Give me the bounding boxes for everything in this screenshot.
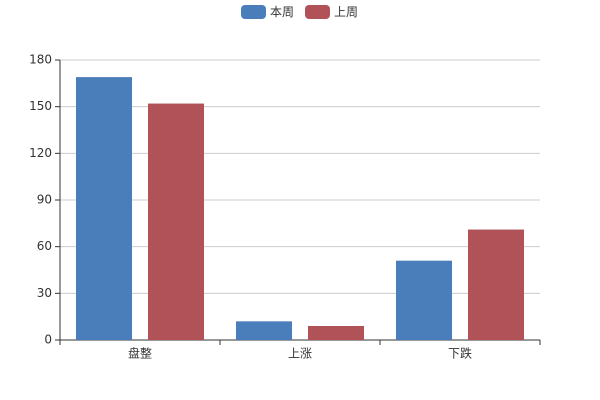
bar — [396, 260, 452, 340]
bar — [76, 77, 132, 340]
bar — [236, 321, 292, 340]
x-tick-label: 盘整 — [128, 346, 152, 361]
legend-swatch — [305, 5, 330, 19]
legend-label: 本周 — [270, 5, 294, 19]
y-tick-label: 30 — [37, 286, 52, 300]
legend-swatch — [241, 5, 266, 19]
x-tick-label: 下跌 — [448, 346, 472, 361]
y-tick-label: 90 — [37, 193, 52, 207]
bar — [308, 326, 364, 340]
y-tick-label: 0 — [44, 333, 52, 347]
x-tick-label: 上涨 — [288, 346, 312, 361]
y-tick-label: 60 — [37, 239, 52, 253]
bar — [468, 229, 524, 340]
y-tick-label: 180 — [29, 53, 52, 67]
legend-label: 上周 — [334, 5, 358, 19]
y-tick-label: 120 — [29, 146, 52, 160]
y-tick-label: 150 — [29, 99, 52, 113]
bar — [148, 103, 204, 340]
